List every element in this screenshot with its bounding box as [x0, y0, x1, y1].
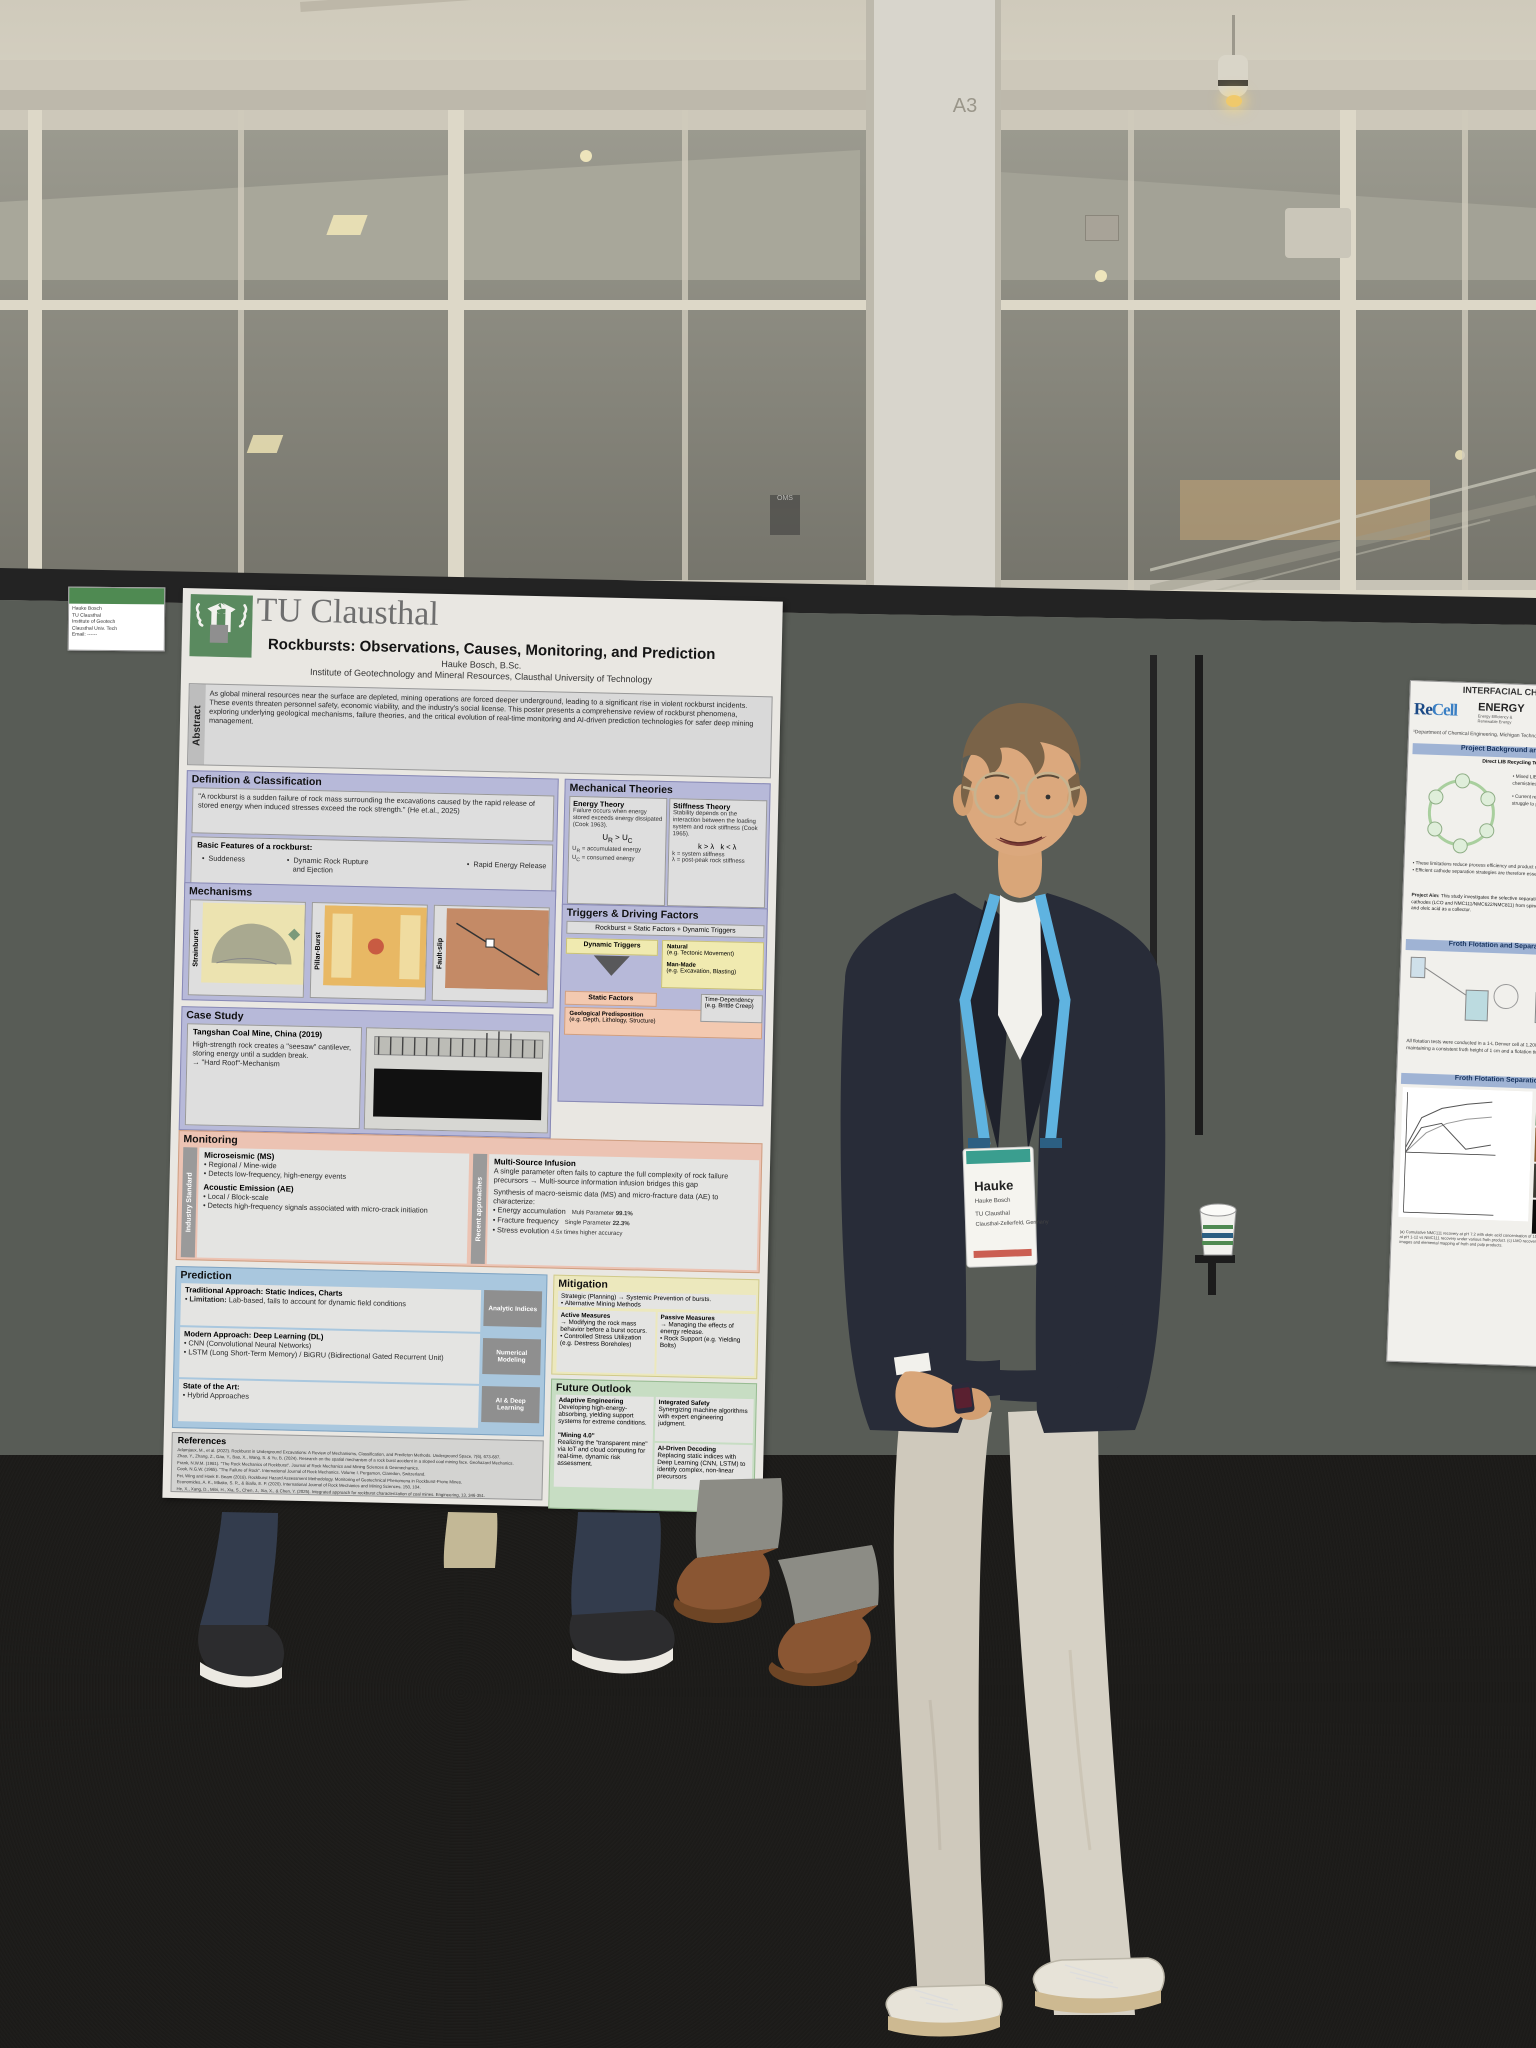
svg-text:Hauke: Hauke	[974, 1178, 1014, 1194]
svg-text:TU Clausthal: TU Clausthal	[975, 1211, 1010, 1218]
svg-text:Hauke Bosch: Hauke Bosch	[975, 1198, 1011, 1205]
